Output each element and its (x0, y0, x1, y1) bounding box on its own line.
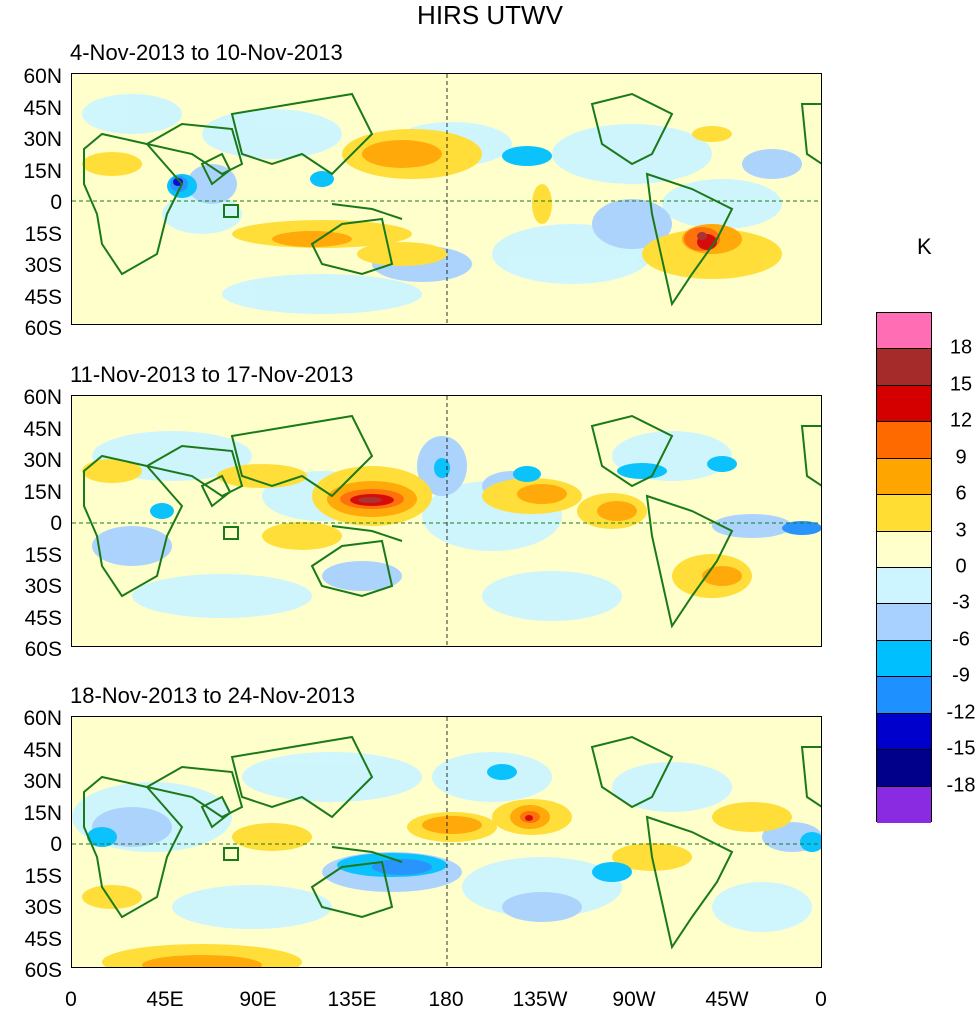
y-tick-45n: 45N (23, 418, 62, 441)
colorbar-swatch (877, 422, 931, 459)
y-tick-45n: 45N (23, 739, 62, 762)
y-tick-30n: 30N (23, 449, 62, 472)
colorbar-swatch (877, 349, 931, 386)
x-tick-0: 0 (65, 988, 77, 1011)
colorbar-swatch (877, 385, 931, 423)
panel-3-title: 18-Nov-2013 to 24-Nov-2013 (70, 683, 355, 708)
y-tick-30n: 30N (23, 770, 62, 793)
y-tick-30n: 30N (23, 128, 62, 151)
colorbar-label: 15 (949, 373, 973, 396)
x-tick-0-end: 0 (815, 988, 827, 1011)
colorbar-swatch (877, 786, 931, 823)
x-tick-90e: 90E (239, 988, 277, 1011)
colorbar-label: -3 (952, 591, 970, 614)
figure-title: HIRS UTWV (417, 0, 563, 30)
y-tick-60n: 60N (23, 707, 62, 730)
colorbar-swatch (877, 495, 931, 532)
x-tick-180: 180 (428, 988, 464, 1011)
map-panel-2[interactable] (71, 395, 822, 647)
y-tick-45s: 45S (24, 607, 62, 630)
y-tick-30s: 30S (24, 575, 62, 598)
y-tick-eq: 0 (50, 191, 62, 214)
y-tick-eq: 0 (50, 833, 62, 856)
y-tick-15s: 15S (24, 544, 62, 567)
x-tick-45w: 45W (705, 988, 749, 1011)
colorbar-swatch (877, 677, 931, 714)
colorbar-label: 3 (955, 519, 967, 542)
colorbar-label: -6 (952, 628, 970, 651)
x-tick-90w: 90W (612, 988, 656, 1011)
colorbar-swatch (877, 640, 931, 678)
y-tick-60s: 60S (24, 638, 62, 661)
colorbar-swatch (877, 713, 931, 751)
y-tick-60s: 60S (24, 317, 62, 340)
colorbar-label: -12 (946, 701, 976, 724)
y-tick-60s: 60S (24, 959, 62, 982)
panel-1-title: 4-Nov-2013 to 10-Nov-2013 (70, 40, 343, 65)
map-panel-3[interactable] (71, 716, 822, 968)
y-tick-45s: 45S (24, 286, 62, 309)
x-tick-135w: 135W (512, 988, 568, 1011)
colorbar-swatch (877, 568, 931, 605)
colorbar-label: 18 (949, 336, 973, 359)
x-tick-45e: 45E (146, 988, 184, 1011)
y-tick-45s: 45S (24, 928, 62, 951)
panel-2-title: 11-Nov-2013 to 17-Nov-2013 (70, 362, 354, 387)
map-panel-1-field (72, 74, 821, 324)
colorbar-swatch (877, 458, 931, 496)
y-tick-45n: 45N (23, 97, 62, 120)
y-tick-15n: 15N (23, 802, 62, 825)
y-tick-30s: 30S (24, 896, 62, 919)
y-tick-15n: 15N (23, 481, 62, 504)
y-tick-30s: 30S (24, 254, 62, 277)
map-panel-3-field (72, 717, 821, 967)
map-panel-1[interactable] (71, 73, 822, 325)
y-tick-60n: 60N (23, 65, 62, 88)
x-tick-135e: 135E (327, 988, 377, 1011)
colorbar-label: 12 (949, 409, 973, 432)
colorbar-label: 9 (955, 446, 967, 469)
colorbar-unit: K (917, 234, 932, 259)
colorbar (876, 312, 932, 823)
y-tick-60n: 60N (23, 386, 62, 409)
colorbar-label: -18 (946, 774, 976, 797)
colorbar-label: 6 (955, 482, 967, 505)
colorbar-swatch (877, 313, 931, 350)
y-tick-15n: 15N (23, 160, 62, 183)
colorbar-swatch (877, 531, 931, 568)
colorbar-label: -9 (952, 664, 970, 687)
colorbar-label: -15 (946, 737, 976, 760)
colorbar-label: 0 (955, 555, 967, 578)
colorbar-swatch (877, 750, 931, 787)
colorbar-swatch (877, 604, 931, 641)
y-tick-eq: 0 (50, 512, 62, 535)
map-panel-2-field (72, 396, 821, 646)
y-tick-15s: 15S (24, 223, 62, 246)
y-tick-15s: 15S (24, 865, 62, 888)
